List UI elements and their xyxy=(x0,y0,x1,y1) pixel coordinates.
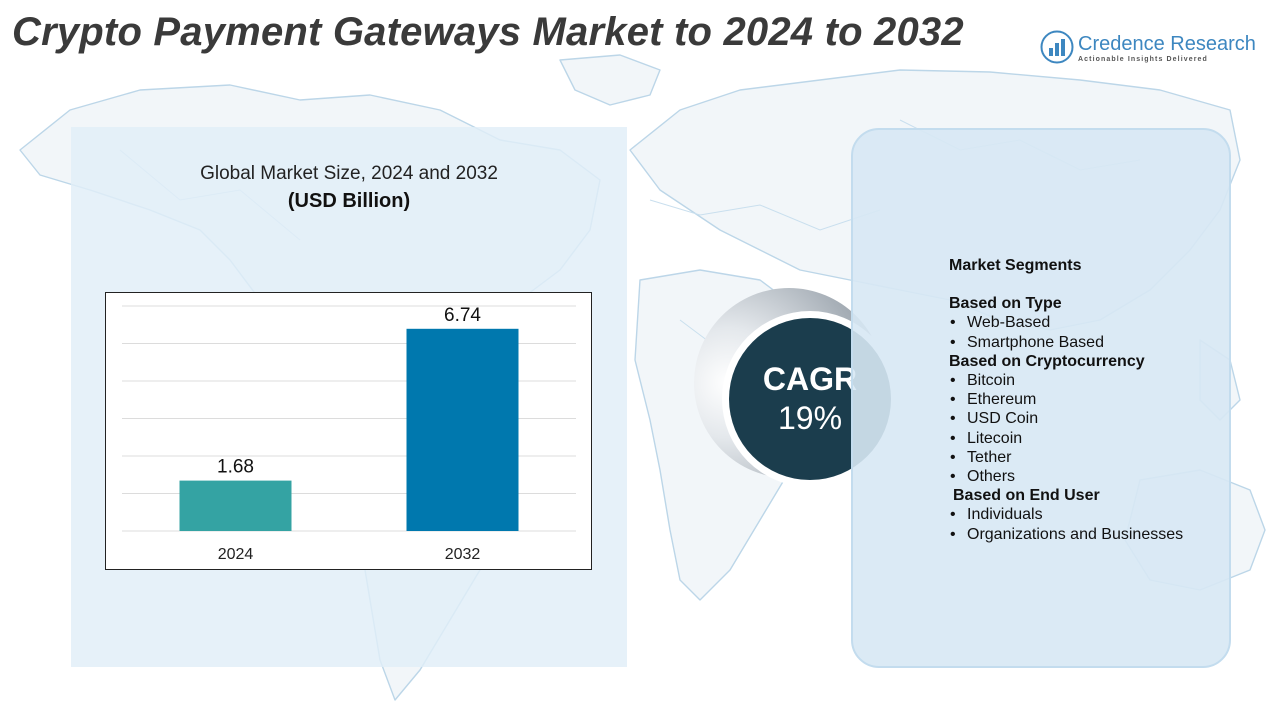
segment-item: Tether xyxy=(949,448,1229,467)
bar-chart: 1.68 2024 6.74 2032 xyxy=(122,305,576,563)
chart-title: Global Market Size, 2024 and 2032 xyxy=(200,163,498,184)
bar-chart-logo-icon xyxy=(1040,30,1074,64)
brand-tagline: Actionable Insights Delivered xyxy=(1078,56,1208,63)
chart-panel: Global Market Size, 2024 and 2032 (USD B… xyxy=(71,127,627,667)
segment-list-end-user: Individuals Organizations and Businesses xyxy=(949,505,1229,544)
segment-item: Smartphone Based xyxy=(949,333,1229,352)
data-label-2024: 1.68 xyxy=(217,457,254,478)
segment-group-end-user: Based on End User xyxy=(953,487,1100,505)
segment-item: Others xyxy=(949,467,1229,486)
segments-panel: Market Segments Based on Type Web-Based … xyxy=(851,128,1231,668)
segment-group-type: Based on Type xyxy=(949,295,1062,313)
segment-item: Individuals xyxy=(949,505,1229,524)
segment-list-cryptocurrency: Bitcoin Ethereum USD Coin Litecoin Tethe… xyxy=(949,371,1229,486)
segments-heading: Market Segments xyxy=(949,257,1082,274)
bar-2032 xyxy=(406,328,519,531)
chart-unit: (USD Billion) xyxy=(287,190,411,212)
brand-name: Credence Research xyxy=(1078,33,1256,55)
chart-frame: 1.68 2024 6.74 2032 xyxy=(105,292,592,570)
segment-item: Ethereum xyxy=(949,390,1229,409)
x-tick-label-2024: 2024 xyxy=(218,546,254,563)
segment-item: Litecoin xyxy=(949,429,1229,448)
segment-item: USD Coin xyxy=(949,409,1229,428)
data-label-2032: 6.74 xyxy=(444,305,481,326)
x-tick-label-2032: 2032 xyxy=(445,546,481,563)
market-segments: Market Segments Based on Type Web-Based … xyxy=(949,256,1229,544)
brand-logo: Credence Research Actionable Insights De… xyxy=(1040,30,1270,70)
segment-item: Organizations and Businesses xyxy=(949,525,1229,544)
bar-2024 xyxy=(179,480,292,531)
cagr-label: CAGR xyxy=(762,361,858,397)
segment-item: Bitcoin xyxy=(949,371,1229,390)
page-title: Crypto Payment Gateways Market to 2024 t… xyxy=(12,10,964,54)
segment-item: Web-Based xyxy=(949,313,1229,332)
segment-group-cryptocurrency: Based on Cryptocurrency xyxy=(949,352,1145,370)
cagr-value: 19% xyxy=(777,400,843,436)
segment-list-type: Web-Based Smartphone Based xyxy=(949,313,1229,352)
